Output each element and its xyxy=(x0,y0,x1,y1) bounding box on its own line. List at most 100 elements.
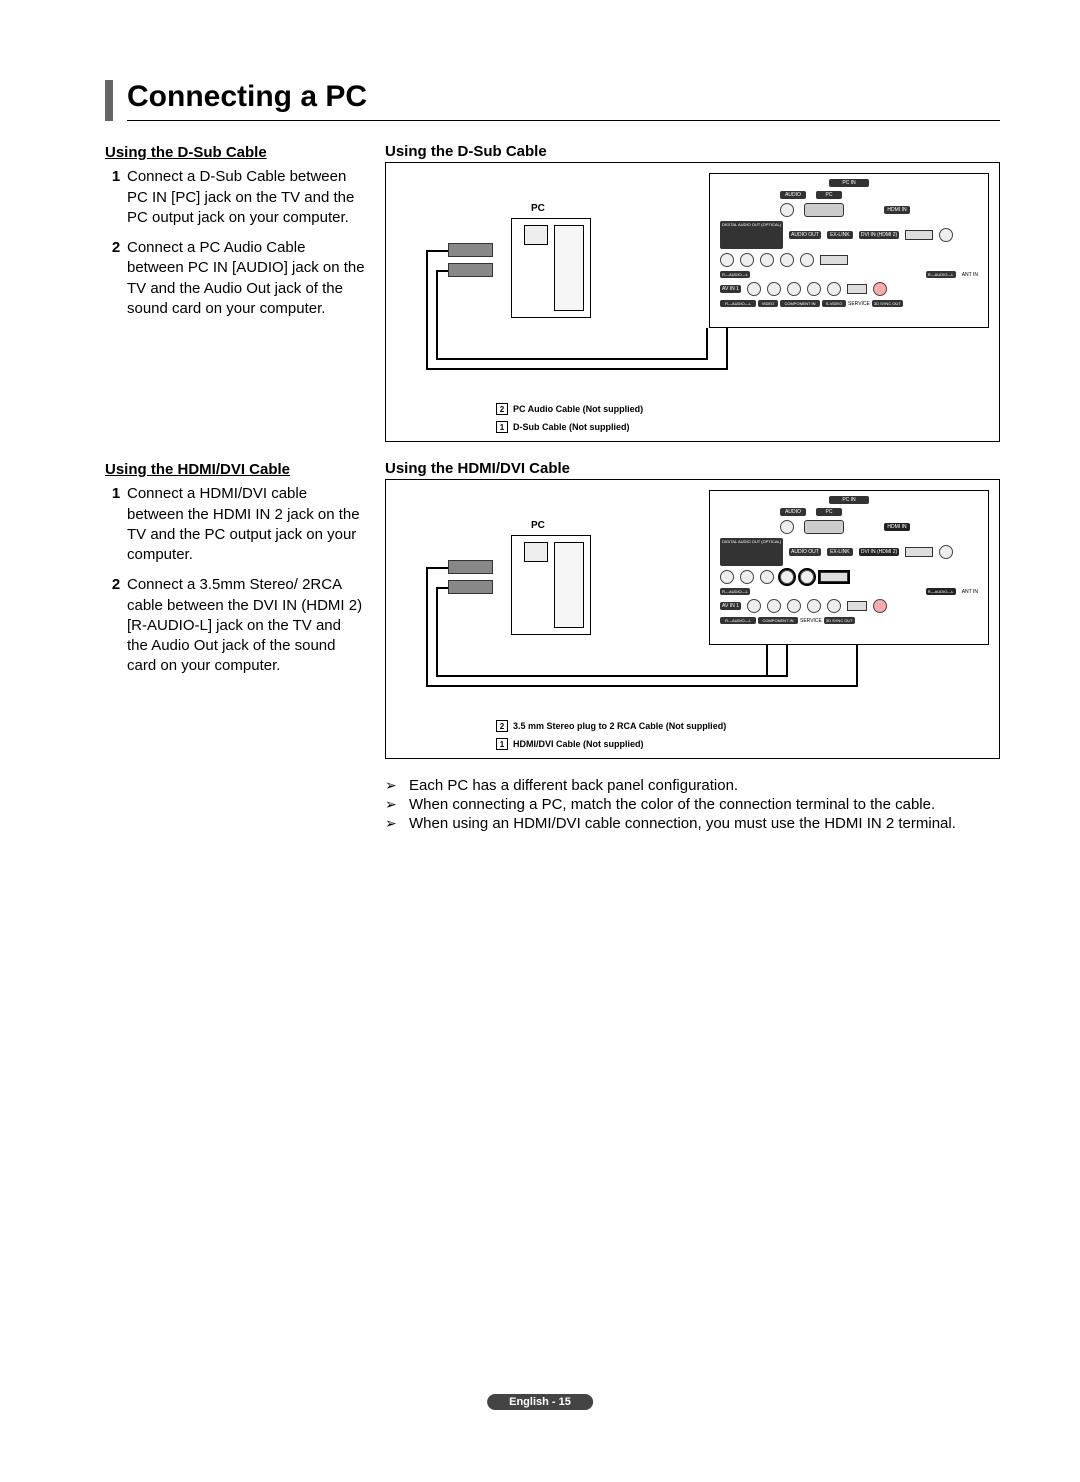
note-arrow-icon: ➢ xyxy=(385,796,409,813)
port-label: R—AUDIO—L xyxy=(720,300,756,307)
cable-line xyxy=(766,645,768,677)
note-text: Each PC has a different back panel confi… xyxy=(409,777,738,794)
cable-plug-icon xyxy=(448,243,493,257)
step-text: Connect a 3.5mm Stereo/ 2RCA cable betwe… xyxy=(127,575,365,676)
port-label: R—AUDIO—L xyxy=(926,588,956,595)
port-icon xyxy=(800,253,814,267)
port-label: AUDIO OUT xyxy=(789,231,821,239)
port-label: COMPONENT IN xyxy=(780,300,820,307)
port-label: HDMI IN xyxy=(884,206,910,214)
port-icon xyxy=(787,599,801,613)
port-icon xyxy=(827,599,841,613)
dsub-heading: Using the D-Sub Cable xyxy=(105,143,365,163)
vga-port-icon xyxy=(804,520,844,534)
cable-line xyxy=(426,250,428,368)
cable-legend: 2 PC Audio Cable (Not supplied) 1 D-Sub … xyxy=(496,397,643,433)
port-label: DVI IN (HDMI 2) xyxy=(859,548,899,556)
port-icon xyxy=(800,570,814,584)
cable-line xyxy=(436,675,786,677)
port-icon xyxy=(780,253,794,267)
port-label: DIGITAL AUDIO OUT (OPTICAL) xyxy=(720,221,783,249)
cable-line xyxy=(436,587,438,675)
pc-label: PC xyxy=(531,203,545,214)
note-arrow-icon: ➢ xyxy=(385,815,409,832)
pc-label: PC xyxy=(531,520,545,531)
section-dsub: Using the D-Sub Cable 1 Connect a D-Sub … xyxy=(105,143,1000,442)
legend-number: 2 xyxy=(496,403,508,415)
hdmi-port-icon xyxy=(820,255,848,265)
pc-tower-icon xyxy=(554,542,584,628)
sync-port-icon xyxy=(873,282,887,296)
port-label: SERVICE xyxy=(848,301,870,307)
port-label: ANT IN xyxy=(962,589,978,595)
step-text: Connect a D-Sub Cable between PC IN [PC]… xyxy=(127,167,365,228)
cable-line xyxy=(426,250,448,252)
port-label: COMPONENT IN xyxy=(758,617,798,624)
pc-monitor-icon xyxy=(524,225,548,245)
port-icon xyxy=(740,253,754,267)
port-icon xyxy=(807,282,821,296)
note-text: When connecting a PC, match the color of… xyxy=(409,796,935,813)
pc-monitor-icon xyxy=(524,542,548,562)
port-label: ANT IN xyxy=(962,272,978,278)
port-label: DVI IN (HDMI 2) xyxy=(859,231,899,239)
port-label: R—AUDIO—L xyxy=(926,271,956,278)
legend-number: 1 xyxy=(496,421,508,433)
hdmi-diagram: TV Rear Panel PC PC IN xyxy=(385,479,1000,759)
port-label: AV IN 1 xyxy=(720,602,741,610)
port-icon xyxy=(767,599,781,613)
cable-line xyxy=(856,645,858,687)
cable-plug-icon xyxy=(448,580,493,594)
step-number: 2 xyxy=(105,238,127,319)
port-label: AUDIO OUT xyxy=(789,548,821,556)
port-icon xyxy=(740,570,754,584)
step-number: 2 xyxy=(105,575,127,676)
note-item: ➢ Each PC has a different back panel con… xyxy=(385,777,1000,794)
cable-line xyxy=(426,567,448,569)
port-icon xyxy=(747,599,761,613)
cable-line xyxy=(706,328,708,360)
port-label: PC IN xyxy=(829,496,869,504)
port-label: PC xyxy=(816,508,842,516)
note-item: ➢ When using an HDMI/DVI cable connectio… xyxy=(385,815,1000,832)
page-title: Connecting a PC xyxy=(127,80,1000,121)
port-icon xyxy=(807,599,821,613)
port-icon xyxy=(760,253,774,267)
audio-jack-icon xyxy=(780,520,794,534)
cable-plug-icon xyxy=(448,560,493,574)
cable-line xyxy=(436,270,438,358)
legend-text: D-Sub Cable (Not supplied) xyxy=(513,422,630,432)
port-label: R—AUDIO—L xyxy=(720,617,756,624)
port-label: AV IN 1 xyxy=(720,285,741,293)
port-label: PC xyxy=(816,191,842,199)
notes-block: ➢ Each PC has a different back panel con… xyxy=(385,777,1000,832)
dsub-text-column: Using the D-Sub Cable 1 Connect a D-Sub … xyxy=(105,143,365,442)
hdmi-text-column: Using the HDMI/DVI Cable 1 Connect a HDM… xyxy=(105,460,365,759)
cable-line xyxy=(426,368,726,370)
port-icon xyxy=(939,545,953,559)
section-hdmi: Using the HDMI/DVI Cable 1 Connect a HDM… xyxy=(105,460,1000,759)
legend-text: PC Audio Cable (Not supplied) xyxy=(513,404,643,414)
port-label: EX-LINK xyxy=(827,548,853,556)
tv-rear-panel-icon: PC IN AUDIO PC HDMI IN xyxy=(709,490,989,645)
port-label: 3D SYNC OUT xyxy=(824,617,855,624)
port-icon xyxy=(747,282,761,296)
hdmi-step-1: 1 Connect a HDMI/DVI cable between the H… xyxy=(105,484,365,565)
port-label: R—AUDIO—L xyxy=(720,588,750,595)
port-icon xyxy=(939,228,953,242)
note-arrow-icon: ➢ xyxy=(385,777,409,794)
page-footer: English - 15 xyxy=(487,1394,593,1410)
cable-line xyxy=(436,358,706,360)
note-item: ➢ When connecting a PC, match the color … xyxy=(385,796,1000,813)
dsub-step-2: 2 Connect a PC Audio Cable between PC IN… xyxy=(105,238,365,319)
port-label: HDMI IN xyxy=(884,523,910,531)
note-text: When using an HDMI/DVI cable connection,… xyxy=(409,815,956,832)
hdmi-port-icon xyxy=(905,547,933,557)
step-text: Connect a HDMI/DVI cable between the HDM… xyxy=(127,484,365,565)
dsub-step-1: 1 Connect a D-Sub Cable between PC IN [P… xyxy=(105,167,365,228)
port-icon xyxy=(720,253,734,267)
port-label: AUDIO xyxy=(780,508,806,516)
pc-tower-icon xyxy=(554,225,584,311)
legend-text: 3.5 mm Stereo plug to 2 RCA Cable (Not s… xyxy=(513,721,726,731)
port-label: SERVICE xyxy=(800,618,822,624)
